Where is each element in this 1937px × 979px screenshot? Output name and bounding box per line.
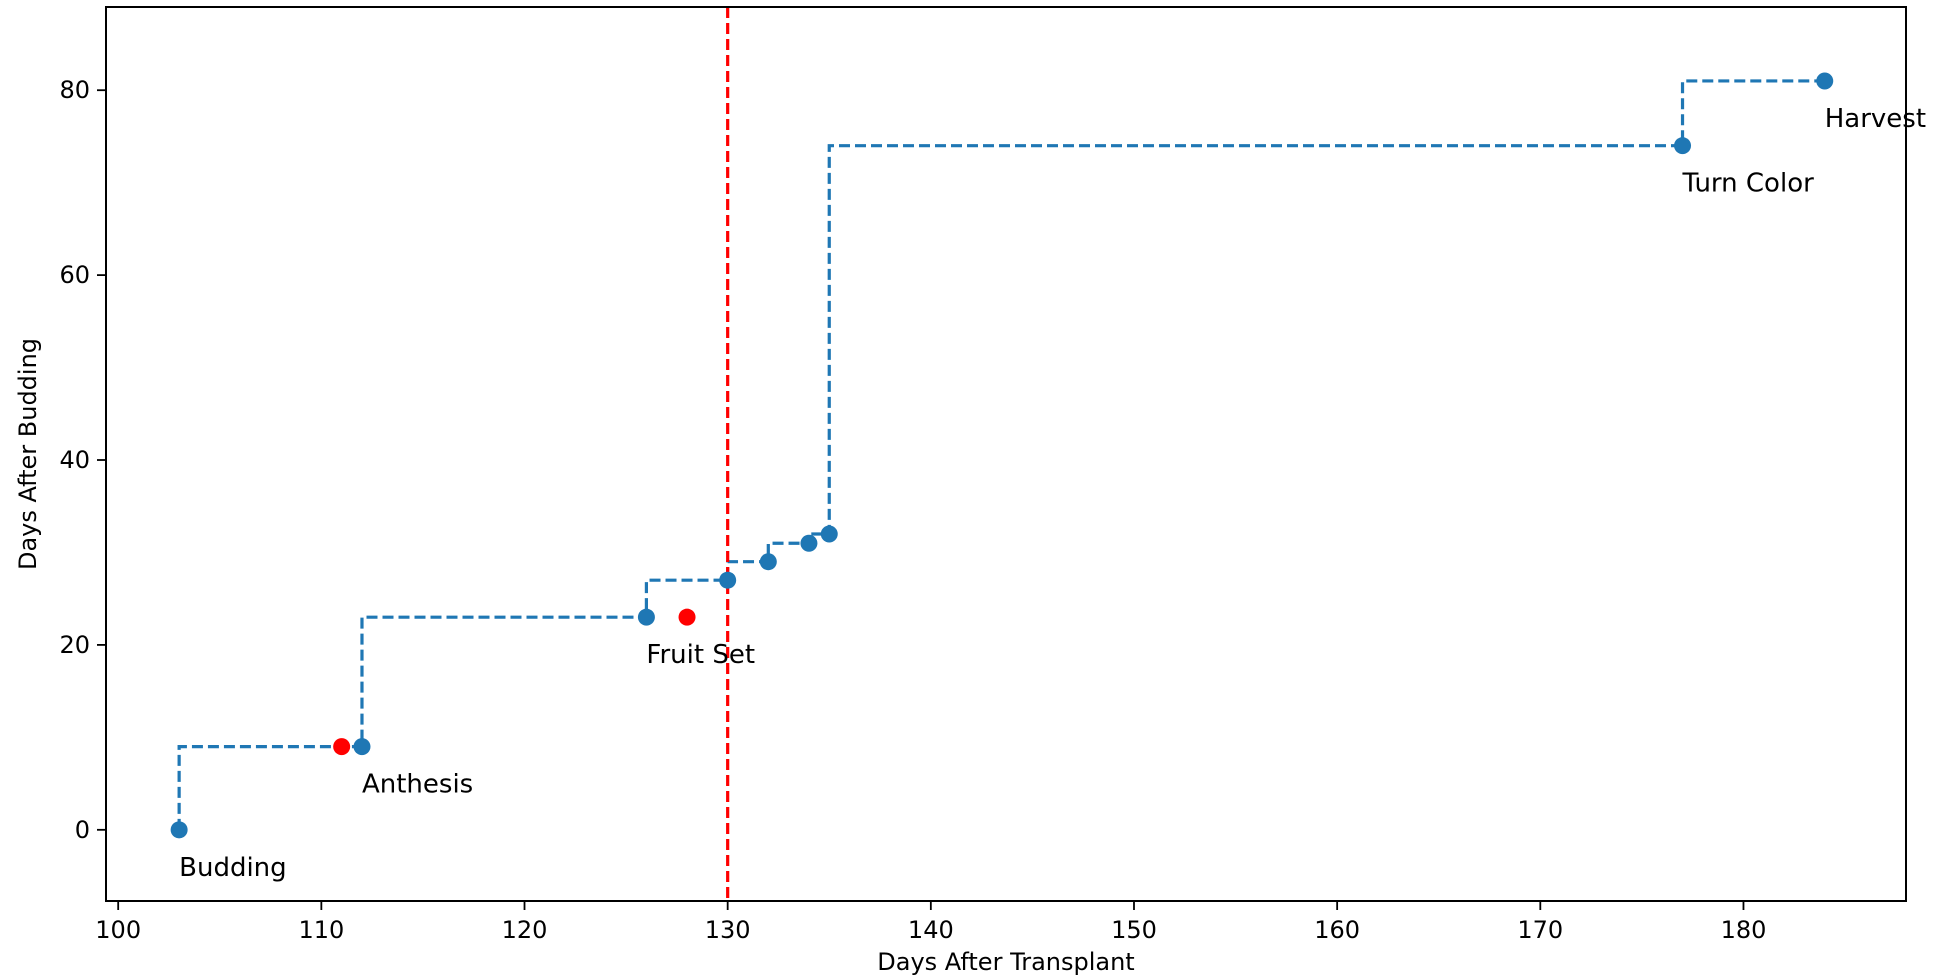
stage-label: Turn Color xyxy=(1682,169,1815,199)
x-tick-label: 150 xyxy=(1111,916,1157,944)
y-tick-label: 40 xyxy=(59,446,90,474)
x-tick-label: 100 xyxy=(95,916,141,944)
plot-frame xyxy=(105,6,1907,902)
x-tick-label: 110 xyxy=(298,916,344,944)
data-point xyxy=(800,534,818,552)
x-tick-label: 130 xyxy=(705,916,751,944)
highlight-point xyxy=(678,608,696,626)
stage-label: Fruit Set xyxy=(646,640,755,670)
stage-label: Budding xyxy=(179,853,287,883)
x-tick-label: 120 xyxy=(502,916,548,944)
data-point xyxy=(1674,137,1692,155)
highlight-point xyxy=(333,738,351,756)
data-point xyxy=(170,821,188,839)
data-point xyxy=(719,571,737,589)
stage-label: Harvest xyxy=(1825,104,1926,134)
x-tick-label: 160 xyxy=(1314,916,1360,944)
data-point xyxy=(353,738,371,756)
x-tick-label: 140 xyxy=(908,916,954,944)
x-tick-label: 170 xyxy=(1517,916,1563,944)
stage-label: Anthesis xyxy=(362,770,473,800)
axes-layer: Budding Anthesis Fruit Set Turn Color Harves… xyxy=(59,6,1926,944)
plot-layer xyxy=(170,7,1834,901)
data-point xyxy=(1816,72,1834,90)
data-point xyxy=(820,525,838,543)
data-point xyxy=(759,553,777,571)
y-tick-label: 80 xyxy=(59,76,90,104)
y-tick-label: 0 xyxy=(75,816,90,844)
y-axis-label: Days After Budding xyxy=(14,338,42,570)
series-step-line xyxy=(177,79,1825,830)
x-axis-label: Days After Transplant xyxy=(877,948,1134,976)
data-point xyxy=(637,608,655,626)
y-tick-label: 60 xyxy=(59,261,90,289)
x-tick-label: 180 xyxy=(1721,916,1767,944)
y-tick-label: 20 xyxy=(59,631,90,659)
